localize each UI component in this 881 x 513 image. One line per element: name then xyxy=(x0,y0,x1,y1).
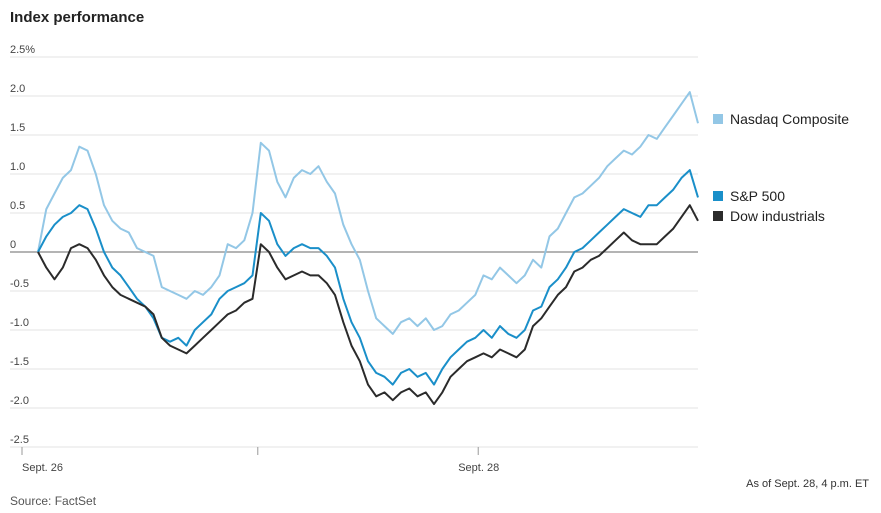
chart-title: Index performance xyxy=(10,9,145,26)
y-tick-label: -2.5 xyxy=(10,434,29,446)
legend-label: S&P 500 xyxy=(730,188,785,204)
y-tick-label: 0.5 xyxy=(10,200,25,212)
y-tick-label: -2.0 xyxy=(10,395,29,407)
y-tick-label: 2.5% xyxy=(10,44,35,56)
series-line-s-p-500 xyxy=(37,169,699,386)
grid-lines xyxy=(10,56,698,448)
legend-swatch xyxy=(713,114,723,124)
legend-label: Dow industrials xyxy=(730,208,825,224)
legend-swatch xyxy=(713,211,723,221)
x-tick-label: Sept. 28 xyxy=(458,462,499,474)
source-note: Source: FactSet xyxy=(10,494,97,508)
x-tick-label: Sept. 26 xyxy=(22,462,63,474)
series-line-nasdaq-composite xyxy=(37,91,699,335)
legend-swatch xyxy=(713,191,723,201)
y-axis-ticks: 2.5% 2.0 1.5 1.0 0.5 0 -0.5 -1.0 -1.5 -2.0 -2.5 xyxy=(10,44,35,446)
x-axis-ticks: Sept. 26 Sept. 28 xyxy=(21,447,499,474)
y-tick-label: 2.0 xyxy=(10,83,25,95)
y-tick-label: 1.0 xyxy=(10,161,25,173)
legend-label: Nasdaq Composite xyxy=(730,111,849,127)
series-line-dow-industrials xyxy=(37,204,699,406)
y-tick-label: 0 xyxy=(10,239,16,251)
legend: Nasdaq Composite S&P 500 Dow industrials xyxy=(713,111,849,224)
y-tick-label: 1.5 xyxy=(10,122,25,134)
timestamp-note: As of Sept. 28, 4 p.m. ET xyxy=(746,478,869,490)
y-tick-label: -1.5 xyxy=(10,356,29,368)
y-tick-label: -0.5 xyxy=(10,278,29,290)
y-tick-label: -1.0 xyxy=(10,317,29,329)
series-lines xyxy=(37,91,699,406)
